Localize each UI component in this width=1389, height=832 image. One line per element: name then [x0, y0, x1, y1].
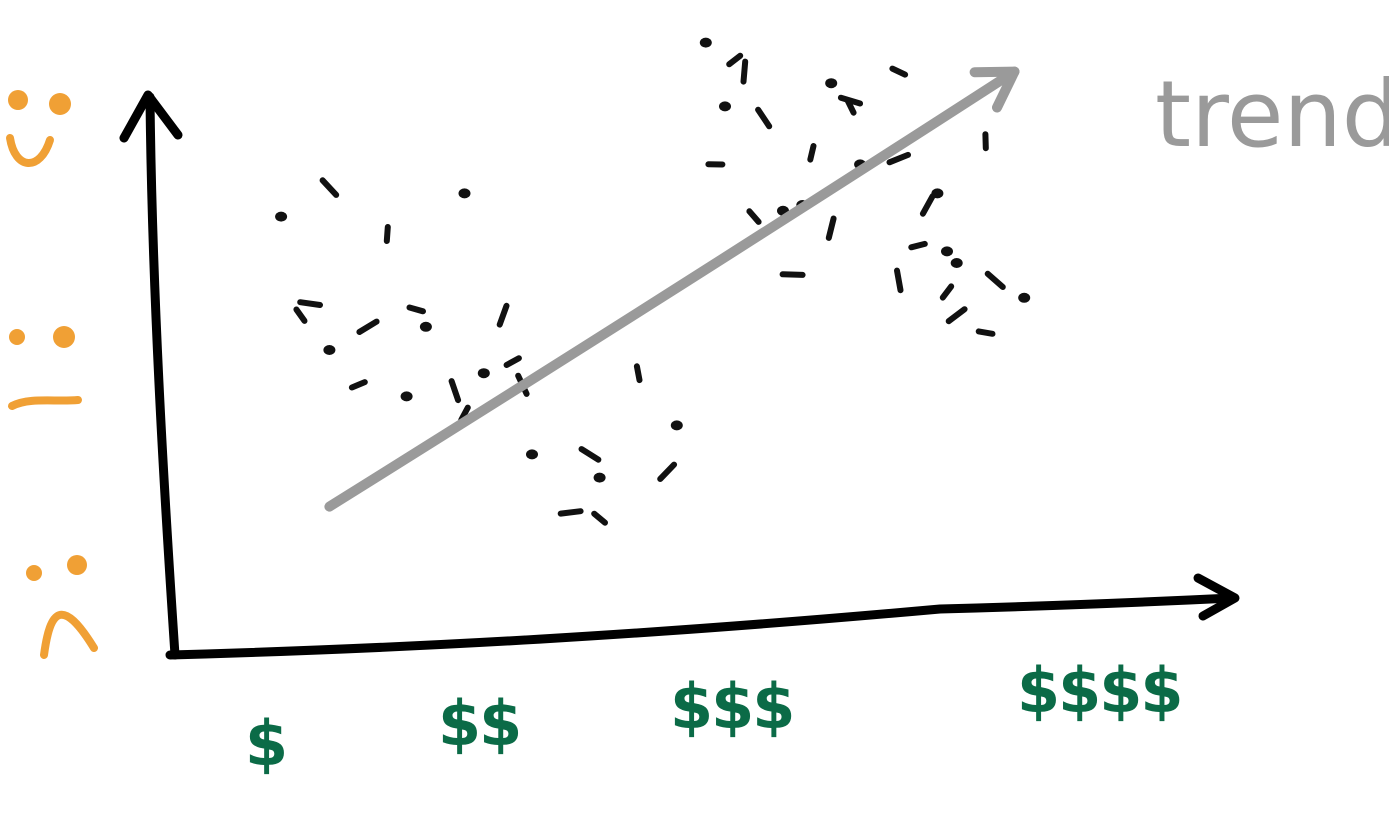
data-point: [740, 58, 749, 85]
scatter-points: [275, 37, 1031, 526]
y-axis-line: [145, 92, 180, 660]
neutral-face-icon: [8, 326, 82, 410]
sad-face-icon: [26, 555, 98, 659]
data-point: [779, 271, 806, 278]
data-point: [919, 193, 936, 217]
happy-face-icon: [6, 90, 71, 167]
data-point: [699, 37, 712, 48]
data-point: [323, 345, 336, 355]
data-point: [578, 446, 602, 463]
data-point: [356, 318, 380, 335]
data-point: [807, 143, 817, 163]
data-point: [503, 355, 522, 368]
data-point: [670, 420, 683, 431]
data-point: [593, 472, 606, 483]
data-point: [458, 188, 471, 199]
data-point: [400, 391, 413, 402]
trend-label: trend: [1155, 61, 1389, 168]
x-axis-arrowhead: [1193, 573, 1240, 621]
data-point: [1018, 292, 1031, 303]
data-point: [941, 246, 953, 257]
data-point: [886, 151, 911, 166]
data-point: [825, 215, 837, 241]
data-point: [496, 302, 510, 328]
data-point: [297, 299, 323, 308]
data-point: [657, 461, 678, 482]
y-axis-arrowhead: [119, 90, 183, 143]
data-point: [319, 177, 340, 198]
data-point: [275, 211, 288, 222]
data-point: [406, 304, 426, 315]
data-point: [633, 363, 643, 384]
trend-line: [324, 66, 1020, 512]
x-axis-line: [165, 593, 1237, 660]
x-tick-label-2: $$: [438, 687, 520, 760]
data-point: [825, 78, 838, 89]
data-point: [348, 379, 368, 391]
data-point: [889, 65, 909, 78]
data-point: [939, 283, 955, 301]
data-point: [755, 106, 773, 130]
x-tick-label-1: $: [245, 707, 286, 780]
data-point: [950, 258, 963, 268]
data-point: [383, 224, 391, 244]
trend-arrowhead: [969, 66, 1020, 113]
data-point: [293, 306, 308, 324]
data-point: [448, 378, 462, 404]
data-point: [908, 240, 928, 251]
data-point: [975, 328, 996, 337]
data-point: [419, 321, 432, 332]
data-point: [557, 508, 584, 517]
data-point: [719, 101, 731, 112]
data-point: [726, 52, 744, 68]
data-point: [945, 306, 968, 325]
x-tick-label-3: $$$: [670, 670, 793, 743]
data-point: [591, 510, 608, 526]
data-point: [746, 208, 762, 225]
data-point: [477, 368, 490, 379]
data-point: [984, 270, 1006, 290]
data-point: [844, 97, 857, 116]
data-point: [894, 267, 904, 294]
data-point: [526, 449, 538, 460]
x-tick-label-4: $$$$: [1017, 654, 1182, 727]
